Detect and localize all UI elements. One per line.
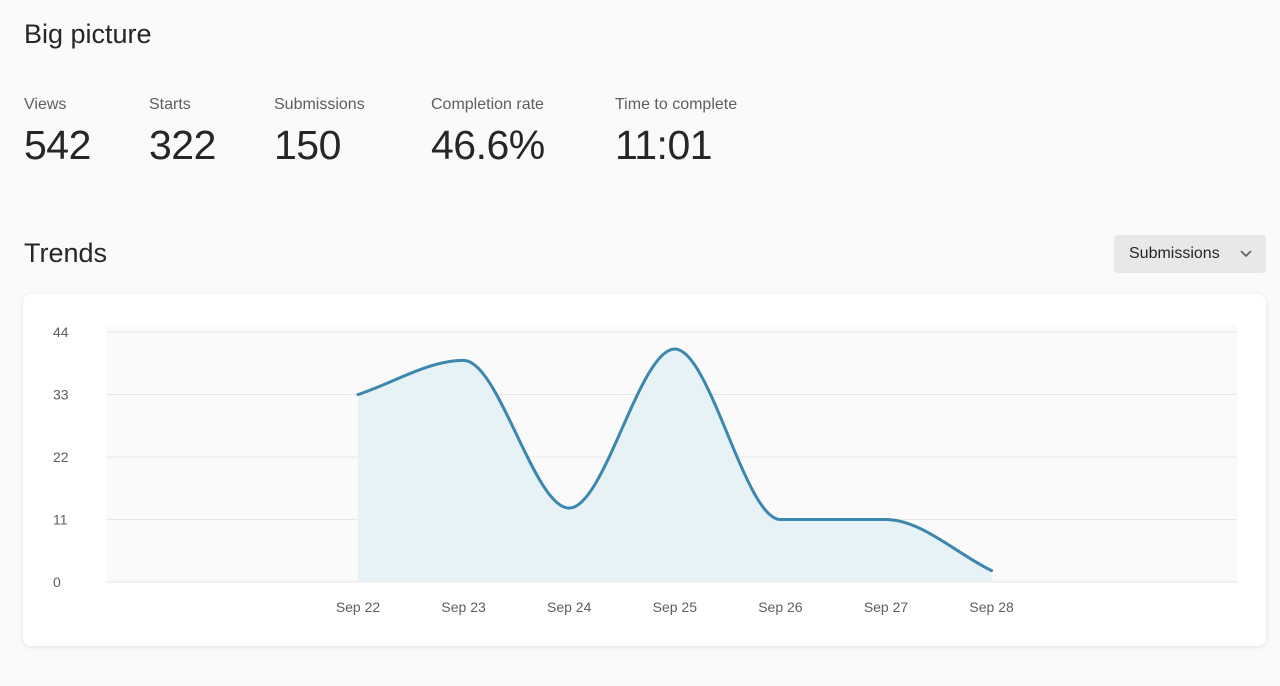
metric-value: 542 [24,122,91,168]
trends-chart: 0 11 22 33 44 Sep 22 Sep 23 Sep 24 Sep 25 Sep 26… [53,324,1237,615]
metric-label: Starts [149,96,191,113]
x-tick-label: Sep 27 [864,599,909,615]
metric-label: Views [24,96,67,113]
x-tick-label: Sep 28 [969,599,1014,615]
y-axis-ticks: 0 11 22 33 44 [53,324,69,590]
metric-label: Submissions [274,96,365,113]
metric-select-dropdown[interactable]: Submissions [1114,235,1266,273]
x-tick-label: Sep 23 [441,599,486,615]
y-tick-label: 22 [53,449,69,465]
x-axis-ticks: Sep 22 Sep 23 Sep 24 Sep 25 Sep 26 Sep 27 Sep … [336,599,1014,615]
trends-title: Trends [24,238,108,268]
x-tick-label: Sep 26 [758,599,803,615]
y-tick-label: 33 [53,387,69,403]
x-tick-label: Sep 24 [547,599,592,615]
metric-value: 150 [274,122,341,168]
metric-views: Views 542 [24,97,149,166]
dropdown-selected-value: Submissions [1129,245,1220,262]
y-tick-label: 0 [53,574,61,590]
x-tick-label: Sep 25 [653,599,698,615]
metrics-row: Views 542 Starts 322 Submissions 150 Com… [24,97,775,166]
metric-submissions: Submissions 150 [274,97,431,166]
big-picture-title: Big picture [24,19,152,49]
y-tick-label: 11 [53,512,68,528]
metric-time-to-complete: Time to complete 11:01 [615,97,775,166]
y-tick-label: 44 [53,324,69,340]
metric-value: 322 [149,122,216,168]
metric-starts: Starts 322 [149,97,274,166]
metric-label: Time to complete [615,96,738,113]
series-line [356,347,994,573]
metric-value: 11:01 [615,122,713,168]
trends-chart-card: 0 11 22 33 44 Sep 22 Sep 23 Sep 24 Sep 25 Sep 26… [23,294,1266,646]
metric-value: 46.6% [431,122,545,168]
chevron-down-icon [1240,250,1252,257]
series-area [358,349,992,582]
x-tick-label: Sep 22 [336,599,381,615]
metric-completion-rate: Completion rate 46.6% [431,97,615,166]
metric-label: Completion rate [431,96,544,113]
